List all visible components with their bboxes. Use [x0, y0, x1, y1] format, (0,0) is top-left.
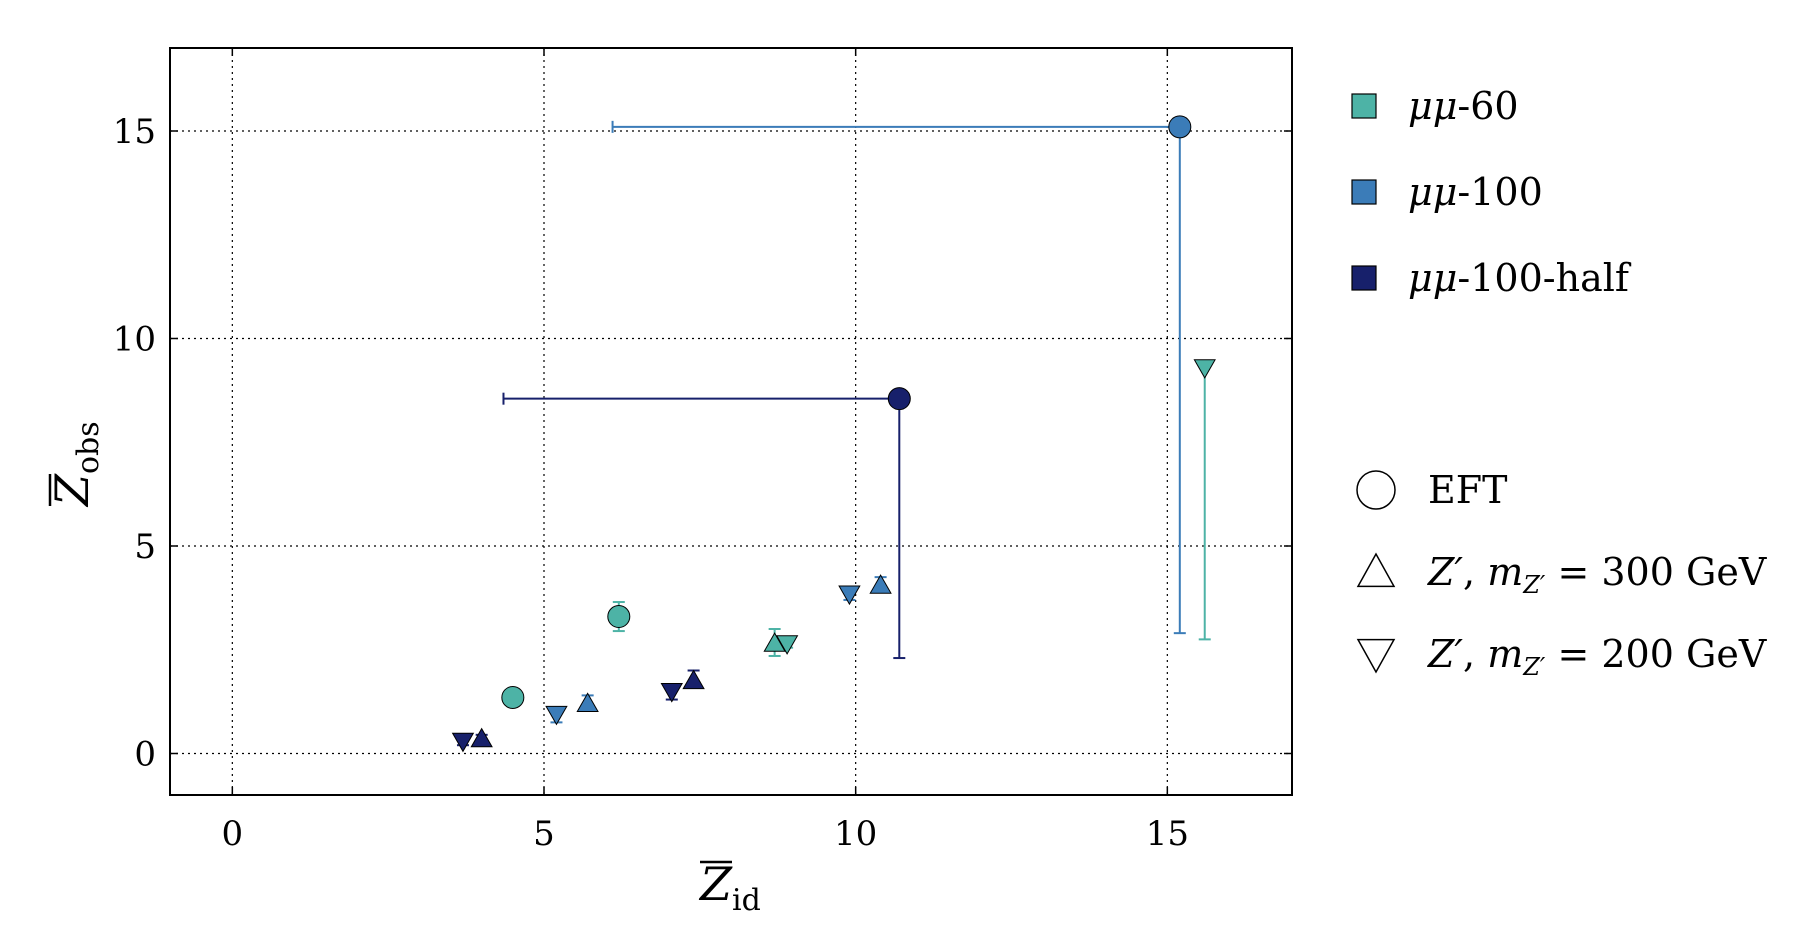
legend-marker-label: Z′, mZ′ = 300 GeV: [1427, 550, 1767, 599]
legend-circle-icon: [1356, 470, 1396, 510]
data-markers: [451, 115, 1216, 753]
data-point-mm100-triangle-down: [545, 705, 568, 726]
x-tick-label: 10: [834, 814, 877, 854]
y-tick-label: 10: [113, 320, 156, 360]
y-tick-label: 15: [113, 112, 156, 152]
y-tick-label: 5: [134, 527, 156, 567]
axis-ticks: 0 5 10 15 0 5 10 15: [113, 48, 1292, 854]
data-point-mm100half-triangle-up: [470, 727, 493, 748]
data-point-mm100half-triangle-down: [451, 732, 475, 753]
data-point-mm60-triangle-down: [775, 635, 799, 655]
data-point-mm100half-triangle-down: [660, 682, 683, 703]
legend-swatch-mm60: [1351, 93, 1377, 119]
legend-marker-label: Z′, mZ′ = 200 GeV: [1427, 632, 1767, 681]
data-point-mm60-triangle-down: [1193, 359, 1216, 379]
legend-label-mm100half: μμ-100-half: [1408, 256, 1632, 300]
legend-swatch-mm100half: [1351, 265, 1377, 291]
legend-marker-label: EFT: [1428, 468, 1507, 512]
svg-text:Z: Z: [45, 473, 99, 508]
error-bars: [456, 120, 1211, 747]
data-point-mm100-triangle-up: [869, 574, 892, 594]
legend-swatch-mm100: [1351, 179, 1377, 205]
svg-text:id: id: [732, 883, 761, 918]
x-tick-label: 5: [533, 814, 555, 854]
legend-triangle-down-icon: [1356, 638, 1396, 674]
data-point-mm60-triangle-up: [763, 632, 786, 652]
y-axis-label: Z obs: [45, 421, 106, 508]
legend: μμ-60 μμ-100 μμ-100-half EFT Z′, mZ′ = 300 G…: [1351, 84, 1767, 681]
data-point-mm100half-triangle-up: [682, 669, 705, 690]
x-tick-label: 15: [1146, 814, 1189, 854]
data-point-mm60-circle: [501, 685, 525, 709]
legend-label-mm100: μμ-100: [1408, 170, 1543, 214]
svg-text:obs: obs: [71, 421, 106, 474]
x-axis-label: Z id: [698, 857, 761, 918]
data-point-mm100half-circle: [887, 387, 911, 411]
grid: [170, 48, 1292, 795]
svg-text:Z: Z: [698, 857, 733, 911]
y-tick-label: 0: [134, 735, 156, 775]
x-tick-label: 0: [222, 814, 244, 854]
plot-frame: [169, 47, 1293, 796]
legend-triangle-up-icon: [1356, 552, 1396, 588]
data-point-mm60-circle: [607, 605, 631, 629]
data-point-mm100-circle: [1168, 115, 1192, 139]
data-point-mm100-triangle-up: [576, 692, 599, 712]
legend-label-mm60: μμ-60: [1408, 84, 1519, 128]
data-point-mm100-triangle-down: [838, 585, 861, 606]
